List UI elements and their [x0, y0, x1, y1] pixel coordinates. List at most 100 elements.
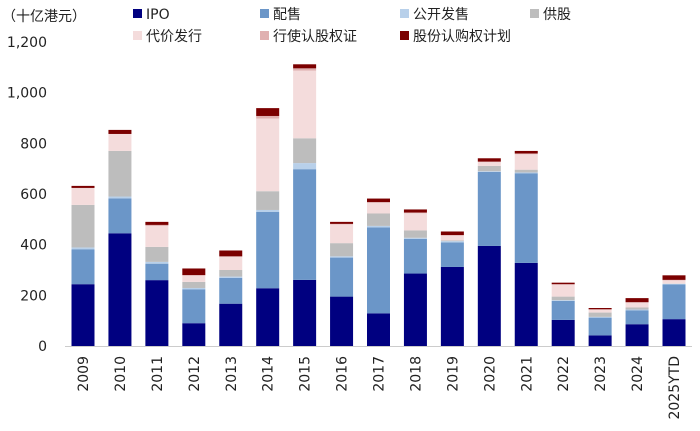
bar-segment-2013-6 — [219, 250, 242, 256]
bar-segment-2010-4 — [108, 134, 131, 151]
bar-segment-2016-6 — [330, 222, 353, 224]
legend-swatch — [400, 31, 409, 40]
bar-segment-2017-2 — [367, 226, 390, 228]
bar-segment-2009-4 — [72, 188, 95, 205]
bar-segment-2021-5 — [515, 153, 538, 154]
bar-segment-2020-2 — [478, 171, 501, 172]
bar-segment-2017-5 — [367, 202, 390, 203]
bar-segment-2023-1 — [589, 318, 612, 336]
bar-segment-2014-1 — [256, 212, 279, 288]
bar-segment-2013-0 — [219, 304, 242, 346]
bar-segment-2020-3 — [478, 166, 501, 171]
y-tick-label: 200 — [20, 288, 47, 304]
legend-label: 股份认购权计划 — [413, 29, 511, 45]
legend-swatch — [133, 9, 142, 18]
bar-segment-2015-6 — [293, 64, 316, 68]
bar-segment-2024-5 — [626, 302, 649, 303]
bar-segment-2017-4 — [367, 203, 390, 214]
bar-segment-2025YTD-4 — [663, 280, 686, 283]
bar-segment-2019-1 — [441, 242, 464, 267]
bar-segment-2013-5 — [219, 256, 242, 257]
legend-label: 配售 — [273, 7, 301, 23]
bar-segment-2025YTD-2 — [663, 284, 686, 285]
x-tick-label: 2013 — [224, 356, 240, 392]
legend-swatch — [400, 9, 409, 18]
legend-label: IPO — [146, 7, 170, 23]
legend-label: 公开发售 — [413, 7, 469, 23]
bar-segment-2018-5 — [404, 212, 427, 213]
x-tick-label: 2025YTD — [667, 356, 683, 420]
bar-segment-2021-3 — [515, 170, 538, 173]
bar-segment-2019-6 — [441, 231, 464, 235]
bar-segment-2016-2 — [330, 256, 353, 257]
bar-segment-2018-2 — [404, 238, 427, 239]
legend-swatch — [260, 31, 269, 40]
bar-segment-2023-0 — [589, 335, 612, 346]
x-tick-label: 2020 — [482, 356, 498, 392]
x-tick-label: 2021 — [519, 356, 535, 392]
y-tick-label: 400 — [20, 238, 47, 254]
bar-segment-2025YTD-5 — [663, 280, 686, 281]
bar-segment-2021-1 — [515, 173, 538, 263]
bar-segment-2022-4 — [552, 285, 575, 297]
bar-segment-2018-3 — [404, 230, 427, 237]
legend-swatch — [133, 31, 142, 40]
bar-segment-2022-6 — [552, 283, 575, 285]
x-tick-label: 2011 — [150, 356, 166, 392]
bar-segment-2011-3 — [145, 247, 168, 262]
bar-segment-2021-0 — [515, 263, 538, 346]
x-tick-label: 2022 — [556, 356, 572, 392]
legend-label: 供股 — [543, 7, 571, 23]
bar-segment-2017-1 — [367, 227, 390, 313]
bar-segment-2019-3 — [441, 240, 464, 241]
bar-segment-2017-3 — [367, 214, 390, 226]
bar-segment-2012-5 — [182, 275, 205, 276]
bar-segment-2014-5 — [256, 116, 279, 119]
bar-segment-2011-5 — [145, 225, 168, 226]
bar-segment-2022-1 — [552, 301, 575, 320]
bar-segment-2016-3 — [330, 243, 353, 256]
y-tick-label: 1,000 — [7, 86, 47, 102]
bar-segment-2012-3 — [182, 282, 205, 288]
bar-segment-2012-0 — [182, 323, 205, 346]
bar-segment-2023-5 — [589, 309, 612, 310]
bar-segment-2010-6 — [108, 130, 131, 134]
unit-label: （十亿港元） — [2, 9, 86, 25]
bar-segment-2022-3 — [552, 297, 575, 301]
bar-segment-2015-2 — [293, 163, 316, 169]
legend-label: 行使认股权证 — [273, 28, 357, 45]
bar-segment-2009-2 — [72, 247, 95, 249]
bar-segment-2017-0 — [367, 313, 390, 346]
bar-segment-2023-6 — [589, 308, 612, 309]
bar-segment-2014-6 — [256, 108, 279, 116]
x-tick-label: 2014 — [261, 356, 277, 392]
x-tick-label: 2017 — [372, 356, 388, 392]
bar-segment-2025YTD-6 — [663, 275, 686, 280]
bar-segment-2014-2 — [256, 210, 279, 212]
legend-swatch — [530, 9, 539, 18]
bar-segment-2023-3 — [589, 313, 612, 317]
bar-segment-2009-6 — [72, 186, 95, 188]
bar-segment-2018-1 — [404, 239, 427, 274]
bar-segment-2014-3 — [256, 191, 279, 210]
bar-segment-2019-5 — [441, 235, 464, 236]
bar-segment-2025YTD-1 — [663, 284, 686, 319]
bar-segment-2016-1 — [330, 258, 353, 297]
bar-segment-2010-0 — [108, 233, 131, 346]
bar-segment-2019-4 — [441, 236, 464, 241]
bar-segment-2020-1 — [478, 172, 501, 246]
bars — [72, 64, 686, 346]
bar-segment-2009-1 — [72, 249, 95, 284]
bar-segment-2024-4 — [626, 303, 649, 308]
bar-segment-2010-1 — [108, 198, 131, 233]
bar-segment-2018-4 — [404, 213, 427, 230]
bar-segment-2023-4 — [589, 310, 612, 313]
bar-segment-2010-2 — [108, 197, 131, 199]
bar-segment-2016-0 — [330, 297, 353, 346]
bar-segment-2013-1 — [219, 278, 242, 304]
bar-segment-2011-4 — [145, 226, 168, 247]
bar-segment-2022-5 — [552, 284, 575, 285]
x-tick-label: 2016 — [335, 356, 351, 392]
x-tick-label: 2012 — [187, 356, 203, 392]
